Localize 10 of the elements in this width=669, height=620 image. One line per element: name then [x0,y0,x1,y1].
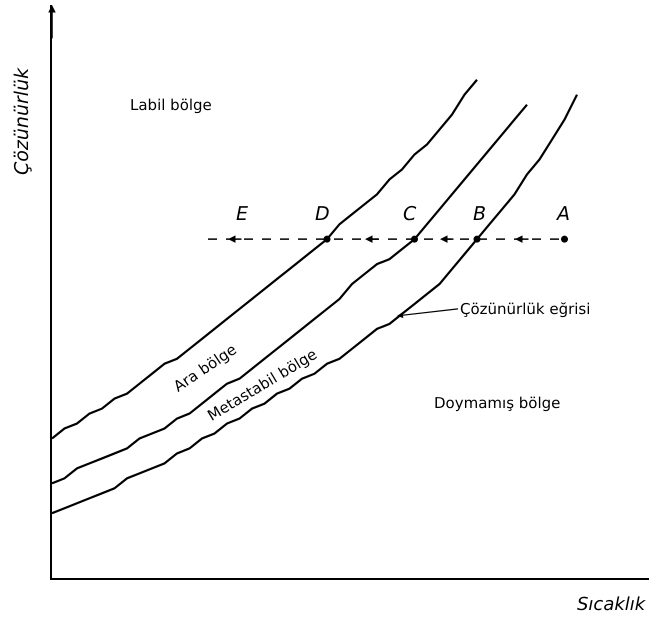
annotation: D [315,203,330,225]
y-axis-title: Çözünürlük [11,66,33,175]
x-axis-title: Sıcaklık [577,594,647,615]
annotation: E [236,203,248,225]
annotation: A [555,203,570,225]
annotation: Çözünürlük eğrisi [460,300,590,318]
annotation: B [473,203,486,225]
annotation: Labil bölge [130,96,212,114]
annotation: Doymamış bölge [434,394,560,412]
annotation: C [403,203,417,225]
